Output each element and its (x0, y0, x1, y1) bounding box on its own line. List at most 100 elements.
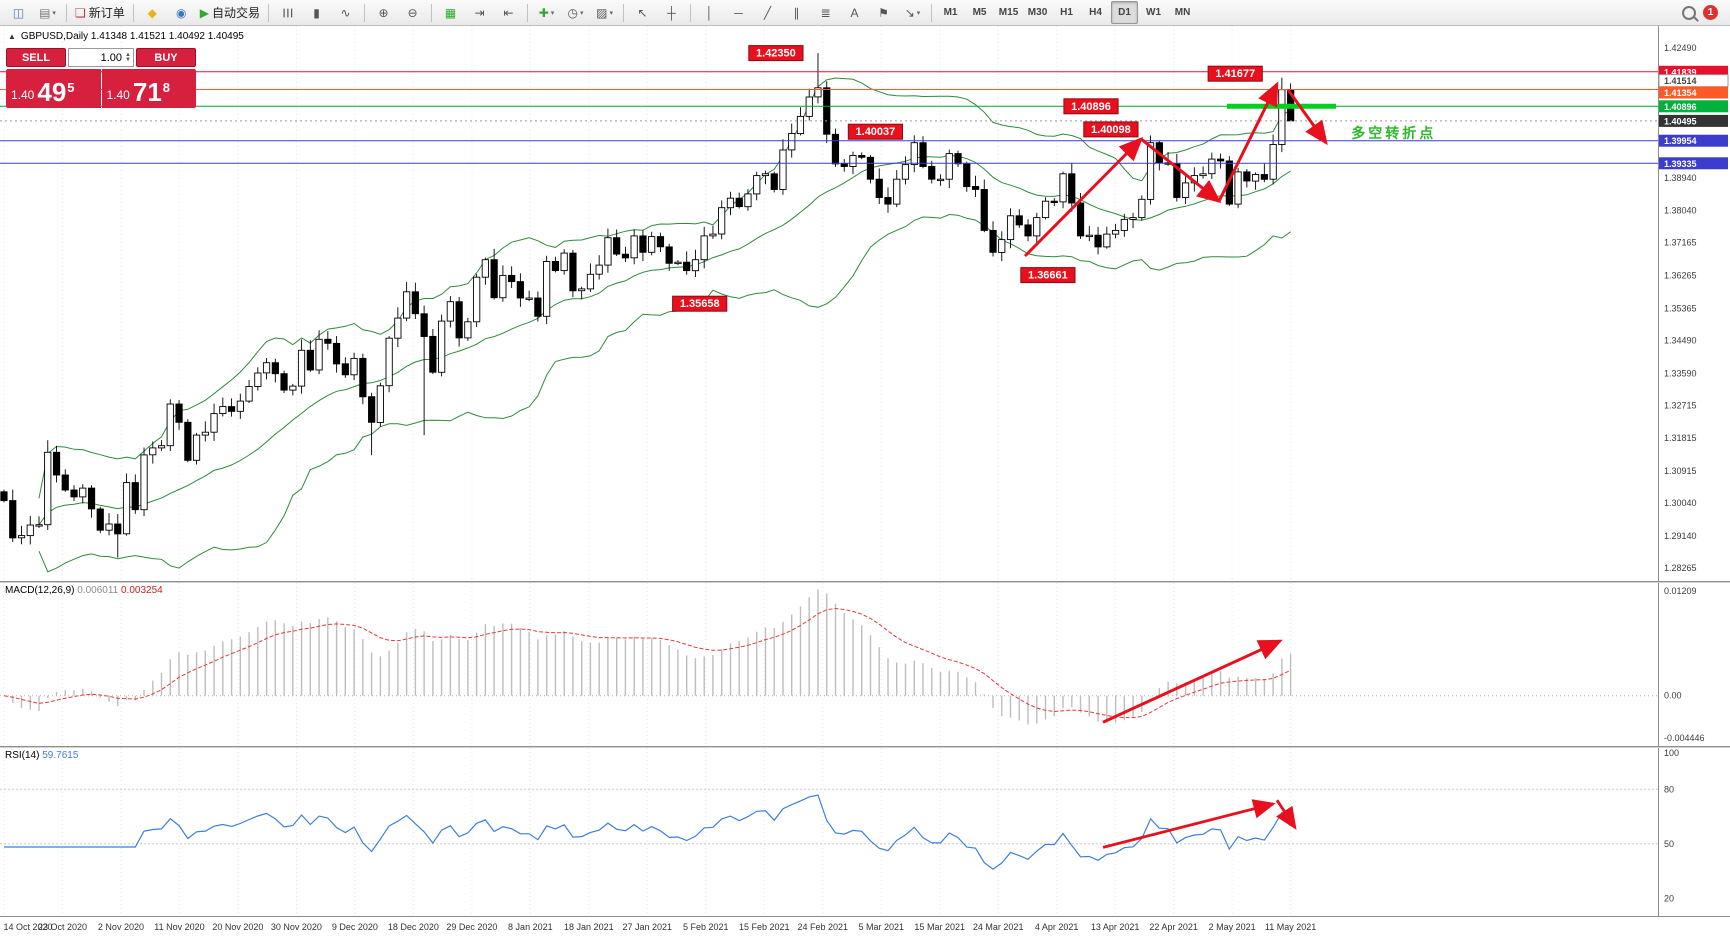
svg-text:50: 50 (1664, 839, 1674, 849)
horizontal-level-lines[interactable] (0, 71, 1658, 164)
pane-splitter-rsi[interactable] (0, 746, 1730, 748)
macd-trend-arrow (1102, 639, 1283, 724)
candlestick-chart-button[interactable]: ▮ (313, 5, 320, 20)
svg-text:-0.004446: -0.004446 (1664, 733, 1705, 743)
buy-button[interactable]: BUY (136, 48, 196, 67)
svg-text:80: 80 (1664, 784, 1674, 794)
zoom-out-button[interactable]: ⊖ (407, 5, 418, 20)
ask-price[interactable]: 1.40 71 8 (101, 69, 196, 108)
svg-text:20: 20 (1664, 893, 1674, 903)
rsi-pane[interactable]: 100 80 50 20 RSI(14) 59.7615 (0, 748, 1730, 916)
svg-text:1.41839: 1.41839 (1664, 67, 1697, 77)
svg-text:1.30040: 1.30040 (1664, 498, 1697, 508)
time-axis-label: 29 Dec 2020 (446, 922, 498, 932)
symbol-info: ▲ GBPUSD,Daily 1.41348 1.41521 1.40492 1.… (8, 31, 244, 42)
rsi-grid (3, 748, 1292, 916)
toolbar-separator (132, 3, 134, 22)
fibonacci-button[interactable]: ≣ (820, 5, 831, 20)
svg-text:1.35658: 1.35658 (680, 298, 720, 310)
toolbar-separator (527, 3, 529, 22)
tf-mn-button[interactable]: MN (1174, 6, 1191, 18)
macd-canvas[interactable]: 0.01209 0.00 -0.004446 (0, 583, 1730, 746)
time-axis-label: 30 Nov 2020 (270, 922, 322, 932)
text-button[interactable]: A (850, 5, 859, 20)
arrows-button[interactable]: ↘ ▾ (904, 5, 921, 20)
horizontal-line-button[interactable]: ─ (734, 5, 743, 20)
toolbar-separator (690, 3, 692, 22)
annotation-note: 多空转折点 (1351, 124, 1437, 141)
search-icon[interactable] (1682, 5, 1696, 20)
toolbar-separator (268, 3, 270, 22)
rsi-header: RSI(14) 59.7615 (5, 750, 78, 761)
tf-m1-button[interactable]: M1 (943, 6, 958, 18)
volume-input[interactable]: 1.00 ▲ ▼ (68, 48, 134, 67)
svg-text:1.32715: 1.32715 (1664, 400, 1697, 410)
terminal-button[interactable]: ◉ (176, 5, 187, 20)
price-scale[interactable]: 1.42490 1.38940 1.38040 1.37165 1.36265 1.353… (1658, 26, 1730, 581)
svg-text:100: 100 (1664, 748, 1679, 758)
new-chart-button[interactable]: ◫ (12, 5, 25, 20)
tile-windows-button[interactable]: ▦ (444, 5, 457, 20)
svg-text:1.28265: 1.28265 (1664, 563, 1697, 573)
profiles-button[interactable]: ▤ ▾ (39, 5, 56, 20)
svg-text:1.31815: 1.31815 (1664, 433, 1697, 443)
periods-button[interactable]: ◷ ▾ (567, 5, 584, 20)
svg-text:0.01209: 0.01209 (1664, 586, 1697, 596)
indicators-button[interactable]: ✚ ▾ (538, 5, 555, 20)
bid-pip: 5 (67, 80, 75, 95)
time-axis-label: 20 Nov 2020 (212, 922, 264, 932)
macd-signal-value: 0.003254 (121, 585, 163, 596)
svg-text:1.40037: 1.40037 (856, 126, 896, 138)
tf-m5-button[interactable]: M5 (972, 6, 987, 18)
svg-text:1.41354: 1.41354 (1664, 88, 1697, 98)
new-order-button[interactable]: ❏ 新订单 (75, 5, 125, 20)
collapse-one-click-icon[interactable]: ▲ (8, 32, 16, 41)
tf-h1-button[interactable]: H1 (1060, 6, 1073, 18)
time-axis-label: 14 Oct 2020 (3, 922, 53, 932)
bid-price[interactable]: 1.40 49 5 (6, 69, 101, 108)
templates-button[interactable]: ▨ ▾ (596, 5, 613, 20)
label-flag-button[interactable]: ⚑ (878, 5, 889, 20)
zoom-in-button[interactable]: ⊕ (378, 5, 389, 20)
svg-text:1.42350: 1.42350 (756, 48, 796, 60)
auto-scroll-button[interactable]: ⇥ (474, 5, 485, 20)
trendline-button[interactable]: ╱ (763, 5, 772, 20)
volume-spinner-icon[interactable]: ▲ ▼ (125, 51, 131, 63)
tf-w1-button[interactable]: W1 (1146, 6, 1162, 18)
svg-text:1.35365: 1.35365 (1664, 304, 1697, 314)
macd-pane[interactable]: 0.01209 0.00 -0.004446 MACD(12,26,9) 0.006… (0, 583, 1730, 746)
bid-prefix: 1.40 (11, 88, 35, 102)
candles (0, 53, 1295, 558)
main-chart-pane[interactable]: 1.42350 1.41677 1.40896 1.40037 1.40098 1.366… (0, 26, 1730, 581)
time-axis-label: 24 Feb 2021 (797, 922, 849, 932)
main-chart-canvas[interactable]: 1.42350 1.41677 1.40896 1.40037 1.40098 1.366… (0, 26, 1730, 581)
price-scale[interactable]: 0.01209 0.00 -0.004446 (1658, 583, 1730, 746)
tf-h4-button[interactable]: H4 (1089, 6, 1102, 18)
svg-text:1.38040: 1.38040 (1664, 206, 1697, 216)
symbol-ohlc-text: GBPUSD,Daily 1.41348 1.41521 1.40492 1.4… (20, 31, 244, 42)
metaeditor-button[interactable]: ◆ (147, 5, 157, 20)
sell-button[interactable]: SELL (6, 48, 66, 67)
channel-button[interactable]: ∥ (793, 5, 800, 20)
svg-text:1.41514: 1.41514 (1664, 76, 1697, 86)
time-axis-label: 22 Apr 2021 (1149, 922, 1198, 932)
price-scale[interactable]: 100 80 50 20 (1658, 748, 1730, 916)
tf-m30-button[interactable]: M30 (1027, 6, 1048, 18)
cursor-button[interactable]: ↖ (637, 5, 648, 20)
autotrading-button[interactable]: ▶ 自动交易 (199, 5, 261, 20)
tf-d1-button[interactable]: D1 (1111, 1, 1139, 24)
rsi-canvas[interactable]: 100 80 50 20 (0, 748, 1730, 916)
svg-text:1.42490: 1.42490 (1664, 43, 1697, 53)
vertical-line-button[interactable]: │ (705, 5, 714, 20)
notification-badge[interactable]: 1 (1703, 5, 1718, 20)
crosshair-button[interactable]: ┼ (667, 5, 676, 20)
chart-shift-button[interactable]: ⇤ (503, 5, 514, 20)
chart-window: 1.42350 1.41677 1.40896 1.40037 1.40098 1.366… (0, 26, 1730, 941)
pane-splitter-macd[interactable] (0, 581, 1730, 583)
svg-text:1.38940: 1.38940 (1664, 173, 1697, 183)
tf-m15-button[interactable]: M15 (998, 6, 1019, 18)
line-chart-button[interactable]: ∿ (340, 5, 351, 20)
bar-chart-button[interactable]: ☰ (280, 7, 295, 18)
time-axis[interactable]: 14 Oct 2020 23 Oct 2020 2 Nov 2020 11 Nov 2… (0, 916, 1730, 941)
